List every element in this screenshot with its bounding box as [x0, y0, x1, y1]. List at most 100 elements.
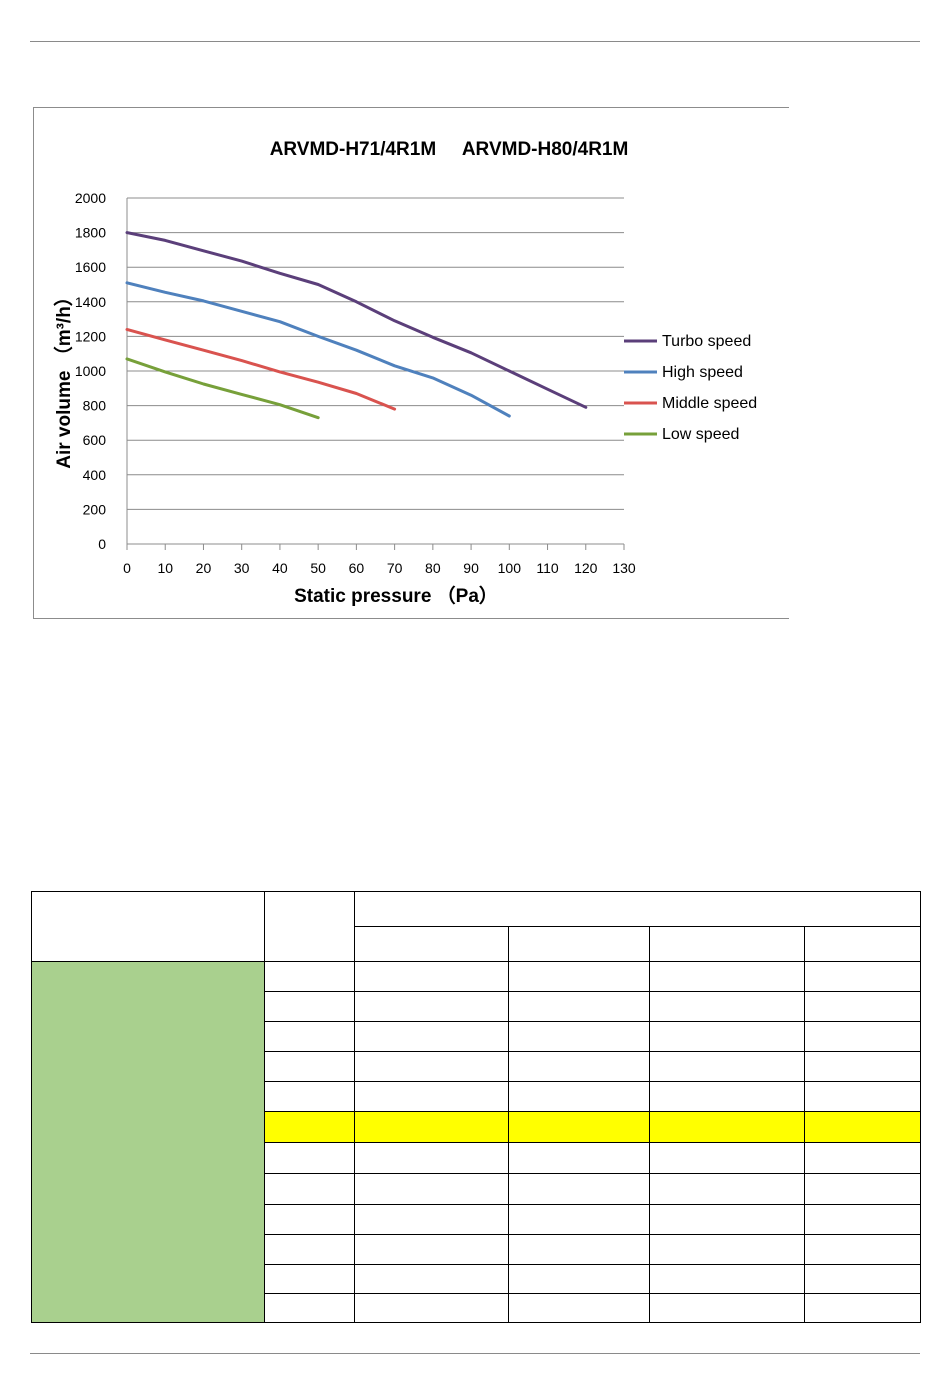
x-tick-label: 0 — [123, 560, 131, 576]
table-cell — [804, 1264, 921, 1294]
table-row — [32, 1234, 921, 1265]
axes — [126, 198, 625, 550]
table-cell — [649, 1081, 805, 1112]
table-subheader-cell — [649, 926, 805, 962]
table-cell — [264, 1142, 355, 1174]
table-cell — [508, 1051, 650, 1082]
y-tick-label: 200 — [83, 501, 107, 517]
table-cell — [649, 1173, 805, 1205]
table-cell — [354, 1173, 509, 1205]
y-tick-label: 1800 — [75, 225, 106, 241]
air-volume-chart: ARVMD-H71/4R1M ARVMD-H80/4R1M 0200400600… — [52, 139, 757, 607]
table-cell — [649, 991, 805, 1022]
table-cell — [804, 1142, 921, 1174]
table-cell — [264, 1173, 355, 1205]
x-tick-label: 60 — [349, 560, 365, 576]
table-cell — [354, 1264, 509, 1294]
table-cell — [354, 1081, 509, 1112]
bottom-rule — [30, 1353, 920, 1354]
table-row — [31, 961, 921, 1323]
y-tick-label: 1400 — [75, 294, 106, 310]
y-tick-label: 1000 — [75, 363, 106, 379]
series-line-2 — [125, 281, 511, 418]
series-lines — [125, 231, 588, 420]
table-cell — [804, 1021, 921, 1052]
chart-title: ARVMD-H71/4R1M ARVMD-H80/4R1M — [270, 139, 629, 160]
table-cell — [508, 961, 650, 992]
table-row — [32, 1173, 921, 1205]
legend-label: Low speed — [662, 426, 739, 443]
table-cell — [264, 1234, 355, 1265]
x-tick-label: 90 — [463, 560, 479, 576]
y-tick-label: 1600 — [75, 259, 106, 275]
y-tick-labels: 0 200 400 600 800 1000 1200 1400 1600 1800 2000 — [75, 190, 106, 552]
table-cell — [354, 1204, 509, 1235]
table-row — [32, 1142, 921, 1174]
table-cell — [354, 991, 509, 1022]
table-cell — [264, 961, 355, 992]
gridlines — [127, 197, 624, 510]
table-cell — [354, 1111, 509, 1143]
table-cell — [264, 1111, 355, 1143]
y-tick-label: 0 — [98, 536, 106, 552]
y-tick-label: 1200 — [75, 328, 106, 344]
table-cell — [354, 961, 509, 992]
x-tick-label: 30 — [234, 560, 250, 576]
table-header-cell — [264, 891, 355, 962]
table-header-cell — [31, 891, 265, 962]
table-row — [32, 1051, 921, 1082]
blank-spec-table — [31, 891, 921, 1323]
table-cell — [804, 1204, 921, 1235]
table-cell — [804, 1234, 921, 1265]
table-cell — [649, 1051, 805, 1082]
table-cell — [804, 961, 921, 992]
top-rule — [30, 41, 920, 42]
table-cell — [508, 1081, 650, 1112]
chart-frame: ARVMD-H71/4R1M ARVMD-H80/4R1M 0 200 400 600… — [33, 107, 789, 619]
table-cell — [508, 1293, 650, 1323]
x-tick-label: 40 — [272, 560, 288, 576]
x-tick-label: 120 — [574, 560, 598, 576]
table-cell — [354, 1293, 509, 1323]
table-cell — [264, 1204, 355, 1235]
table-cell — [804, 1111, 921, 1143]
y-axis-label: Air volume （m³/h） — [52, 287, 75, 469]
table-cell — [264, 1051, 355, 1082]
table-subheader-cell — [508, 926, 650, 962]
legend-label: Turbo speed — [662, 333, 751, 350]
y-tick-label: 2000 — [75, 190, 106, 206]
table-cell — [264, 1264, 355, 1294]
table-cell — [649, 1234, 805, 1265]
x-tick-label: 50 — [310, 560, 326, 576]
table-cell — [804, 1081, 921, 1112]
table-row — [32, 991, 921, 1022]
table-cell — [508, 1021, 650, 1052]
table-cell — [804, 1051, 921, 1082]
table-cell — [264, 1081, 355, 1112]
table-row — [32, 1021, 921, 1052]
table-cell — [508, 1204, 650, 1235]
table-cell — [354, 1234, 509, 1265]
y-tick-label: 600 — [83, 432, 107, 448]
x-tick-label: 20 — [196, 560, 212, 576]
x-tick-label: 130 — [612, 560, 636, 576]
x-axis-label: Static pressure （Pa） — [294, 584, 498, 607]
table-cell — [508, 1234, 650, 1265]
x-tick-label: 80 — [425, 560, 441, 576]
table-header-row — [31, 891, 921, 962]
table-subheader-cell — [804, 926, 921, 962]
table-cell — [264, 1293, 355, 1323]
series-line-1 — [125, 231, 588, 409]
table-cell — [649, 1204, 805, 1235]
table-subheader-cell — [354, 926, 509, 962]
table-cell — [649, 1293, 805, 1323]
table-cell — [649, 961, 805, 992]
x-tick-label: 110 — [536, 560, 559, 576]
table-cell — [649, 1142, 805, 1174]
series-line-4 — [125, 357, 320, 420]
table-cell — [354, 1142, 509, 1174]
x-tick-label: 10 — [157, 560, 173, 576]
table-group-cell — [31, 961, 265, 1323]
table-row — [32, 1264, 921, 1294]
table-cell — [649, 1264, 805, 1294]
